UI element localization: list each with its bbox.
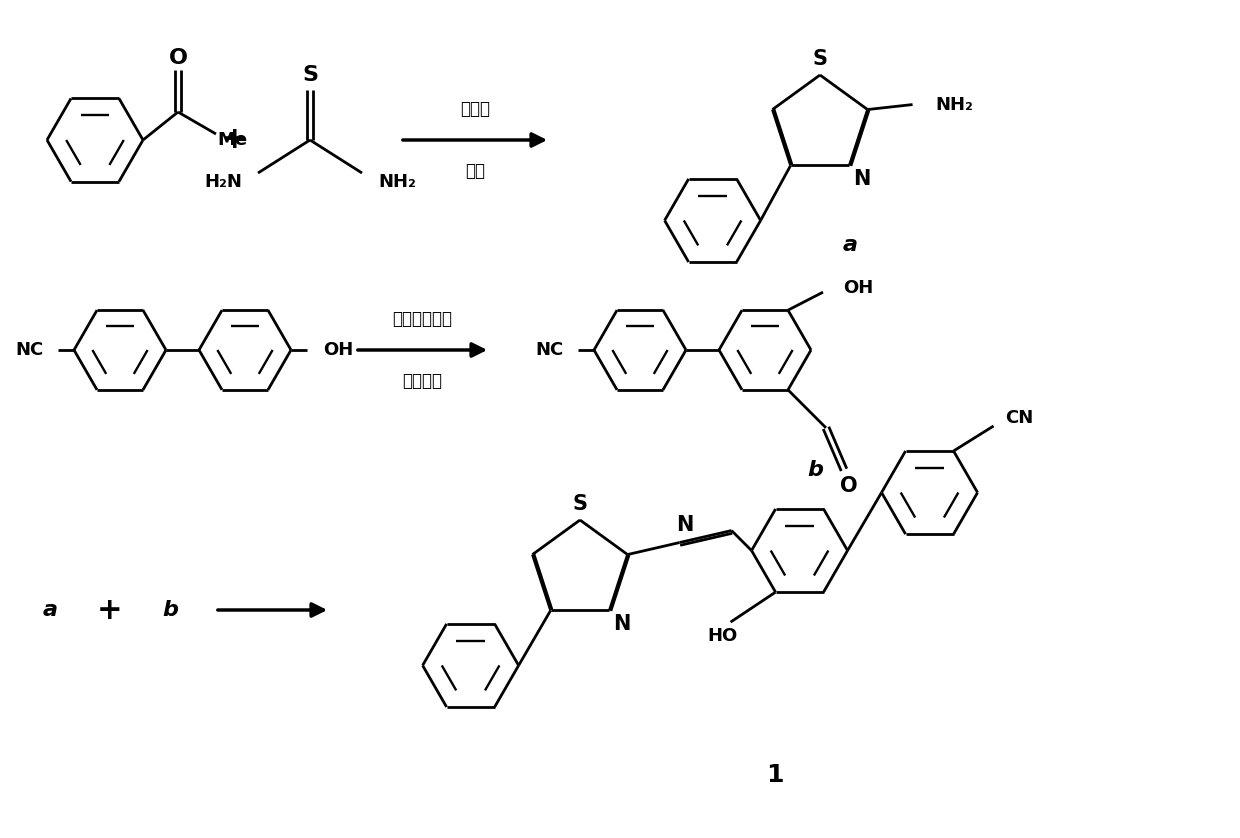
Text: b: b [807, 460, 823, 480]
Text: NC: NC [16, 341, 43, 359]
Text: 加热: 加热 [465, 162, 485, 180]
Text: O: O [169, 48, 187, 68]
Text: 1: 1 [766, 763, 784, 787]
Text: 三氟乙酸: 三氟乙酸 [402, 372, 441, 390]
Text: CN: CN [1006, 409, 1034, 427]
Text: +: + [222, 126, 248, 154]
Text: OH: OH [322, 341, 353, 359]
Text: S: S [812, 49, 827, 69]
Text: HO: HO [708, 627, 738, 645]
Text: a: a [842, 235, 858, 255]
Text: NC: NC [536, 341, 564, 359]
Text: OH: OH [843, 279, 873, 297]
Text: NH₂: NH₂ [935, 96, 973, 114]
Text: N: N [676, 515, 693, 535]
Text: S: S [303, 65, 317, 85]
Text: S: S [573, 494, 588, 514]
Text: b: b [162, 600, 177, 620]
Text: a: a [42, 600, 57, 620]
Text: O: O [841, 476, 858, 496]
Text: N: N [613, 614, 630, 634]
Text: 碹单质: 碹单质 [460, 100, 490, 118]
Text: H₂N: H₂N [205, 173, 242, 191]
Text: Me: Me [217, 131, 247, 149]
Text: 六亚甲基四胺: 六亚甲基四胺 [392, 310, 453, 328]
Text: N: N [853, 169, 870, 189]
Text: NH₂: NH₂ [378, 173, 415, 191]
Text: +: + [97, 596, 123, 624]
